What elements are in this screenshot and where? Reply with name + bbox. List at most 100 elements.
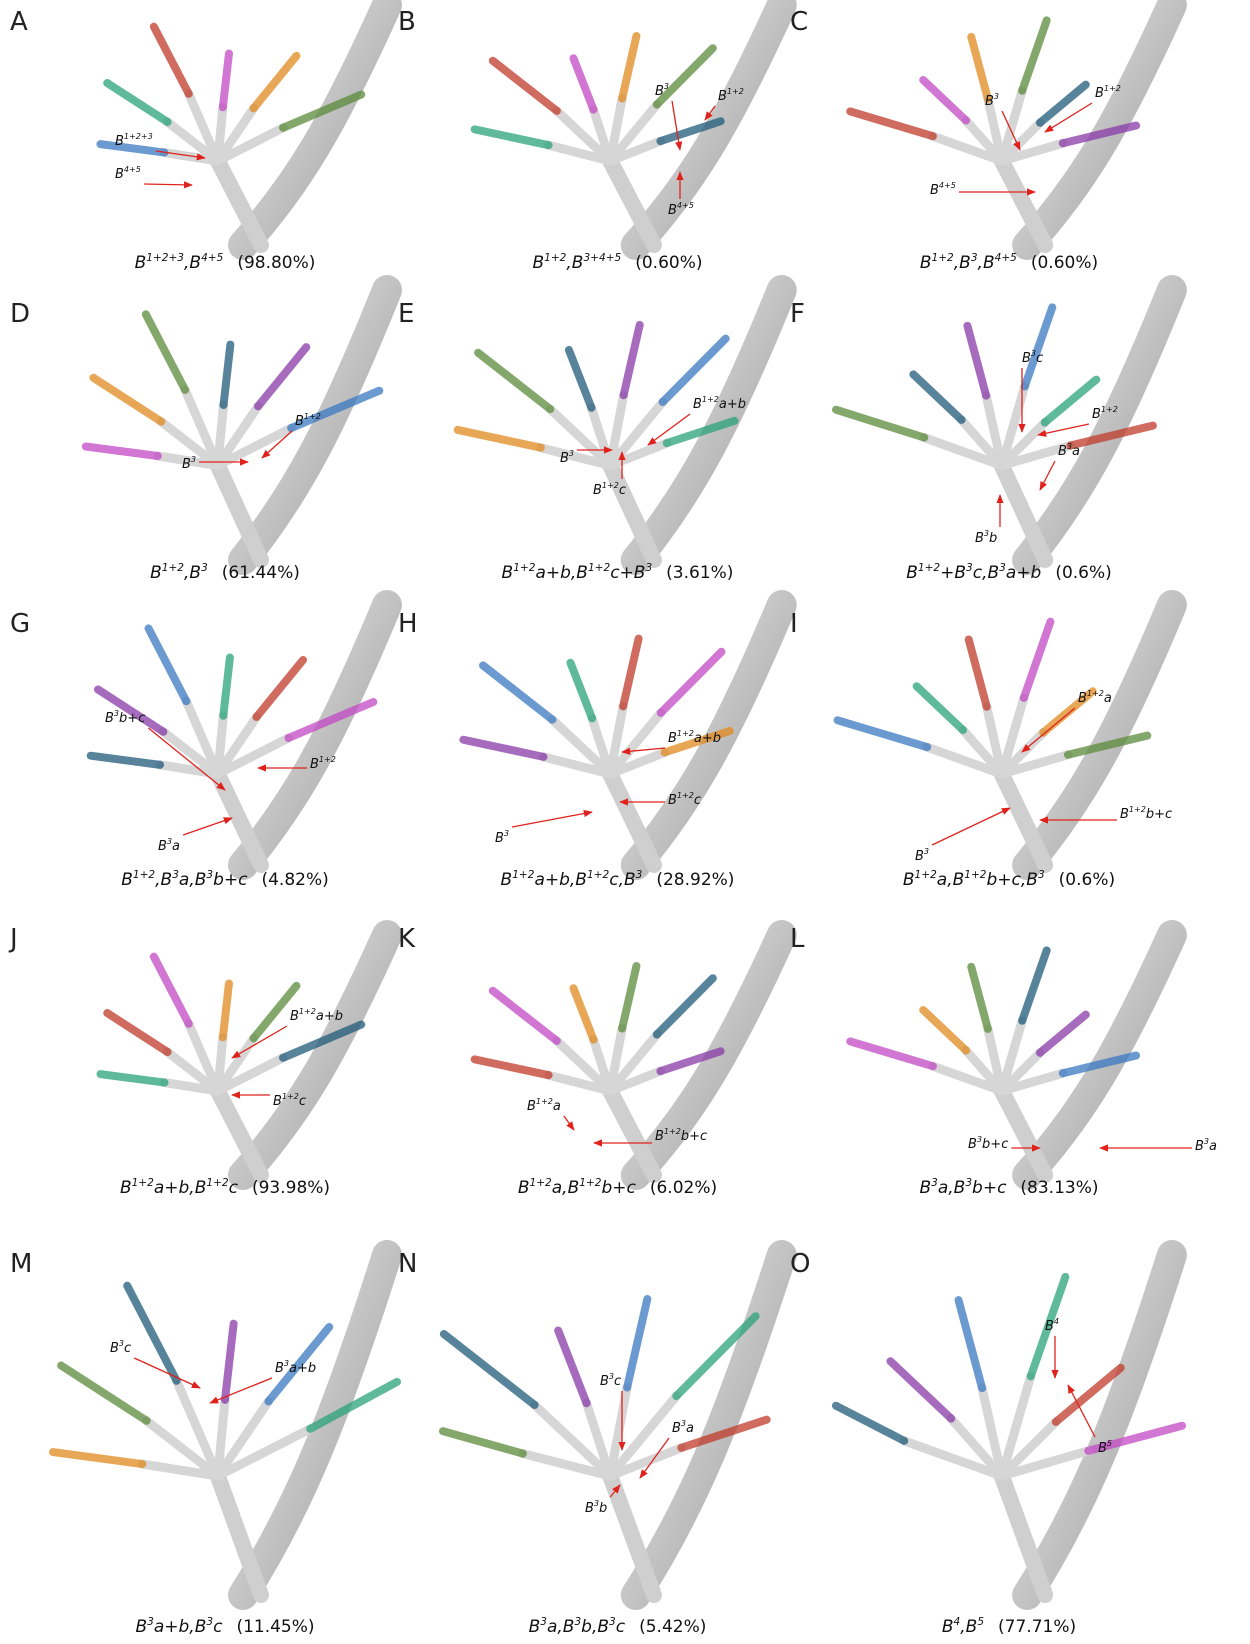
label-text: B (718, 89, 727, 104)
branch-label: B3 (560, 449, 574, 466)
branch-label: B4+5 (115, 165, 141, 182)
caption-text: ,B (184, 563, 201, 583)
percentage: (5.42%) (639, 1617, 706, 1637)
caption-text: c,B (609, 870, 635, 890)
airway-segment (850, 1041, 933, 1066)
panel (86, 290, 387, 560)
airway-trunk (636, 290, 782, 560)
caption-text: b+c (213, 870, 248, 890)
superscript: 1+2 (915, 869, 938, 881)
airway-segment (223, 53, 229, 107)
caption-text: c+B (610, 563, 645, 583)
caption-text: B (502, 563, 514, 583)
caption: B1+2a+b,B1+2c,B3(28.92%) (501, 869, 735, 890)
panel-letter: D (10, 299, 30, 329)
caption-text: a,B (552, 1178, 579, 1198)
caption-text: B (532, 253, 544, 273)
airway-segment (622, 966, 636, 1028)
label-text: B (275, 1361, 284, 1376)
panel-letter: G (10, 609, 30, 639)
superscript: 1+2 (512, 869, 535, 881)
caption-text: ,B (960, 1617, 977, 1637)
airway-segment (971, 967, 988, 1029)
superscript: 4+5 (201, 252, 224, 264)
airway-trunk (243, 5, 387, 245)
superscript: 1+2 (319, 755, 336, 764)
airway-segment (444, 1334, 535, 1405)
superscript: 1+2+3 (146, 252, 184, 264)
label-text: B (115, 134, 124, 149)
airway-segment (890, 1361, 951, 1418)
percentage: (0.6%) (1055, 563, 1111, 583)
panel (850, 935, 1172, 1175)
branch-label: B3b (975, 529, 997, 546)
caption-text: ,B (155, 870, 172, 890)
label-text: B (693, 397, 702, 412)
airway-segment (661, 652, 722, 713)
caption-text: b+c (601, 1178, 636, 1198)
superscript: 4 (954, 1616, 961, 1628)
label-text: B (110, 1341, 119, 1356)
caption-text: ,B (566, 253, 583, 273)
airway-segment (463, 740, 543, 757)
panel-letter: N (398, 1249, 417, 1279)
panel (443, 1255, 782, 1595)
branch-label: B3a (1195, 1137, 1217, 1154)
label-text: B (1092, 407, 1101, 422)
airway-segment (149, 628, 187, 701)
percentage: (11.45%) (236, 1617, 314, 1637)
label-text: a+b (719, 397, 746, 412)
airway-segment (1022, 950, 1047, 1020)
percentage: (93.98%) (252, 1178, 330, 1198)
label-text: c (124, 1341, 131, 1356)
airway-segment (154, 957, 189, 1024)
superscript: 1+2 (587, 869, 610, 881)
caption-text: a+b,B (154, 1617, 207, 1637)
airway-trunk (243, 605, 387, 865)
label-text: b+c (681, 1129, 707, 1144)
airway-segment (225, 1324, 234, 1400)
label-text: B (655, 1129, 664, 1144)
branch-label: B1+2a (527, 1097, 561, 1114)
panel (836, 290, 1172, 560)
percentage: (4.82%) (261, 870, 328, 890)
percentage: (83.13%) (1020, 1178, 1098, 1198)
caption-text: ,B (184, 253, 201, 273)
panel (458, 290, 782, 560)
airway-segment (838, 720, 928, 747)
superscript: 3 (201, 562, 208, 574)
caption: B1+2,B3(61.44%) (150, 562, 300, 583)
label-text: B (1098, 1441, 1107, 1456)
caption-text: b+c,B (987, 870, 1038, 890)
branch-label: B1+2c (593, 481, 626, 498)
airway-trunk (243, 290, 387, 560)
airway-segment (573, 58, 593, 109)
label-text: b (989, 531, 997, 546)
arrow (210, 1378, 272, 1403)
caption-text: B (501, 870, 513, 890)
airway-segment (107, 83, 167, 122)
caption: B3a+b,B3c(11.45%) (135, 1616, 314, 1637)
superscript: 1+2 (513, 562, 536, 574)
caption-text: B (518, 1178, 530, 1198)
caption: B4,B5(77.71%) (942, 1616, 1076, 1637)
panel-letter: J (8, 924, 18, 954)
superscript: 1+2 (677, 729, 694, 738)
airway-segment (86, 446, 158, 456)
branch-label: B3b+c (105, 709, 145, 726)
airway-segment (224, 345, 231, 405)
superscript: 1+2 (602, 481, 619, 490)
airway-segment (569, 350, 592, 408)
superscript: 3 (664, 82, 669, 91)
caption-text: B (919, 1178, 931, 1198)
caption-text: a,B (937, 870, 964, 890)
panel-letter: B (398, 7, 416, 37)
panel (838, 605, 1172, 865)
panel (475, 935, 782, 1175)
caption-text: B (529, 1617, 541, 1637)
airway-segment (254, 56, 297, 109)
panel-letter: E (398, 299, 414, 329)
superscript: 1+2 (579, 1177, 602, 1189)
label-text: a (1104, 691, 1112, 706)
caption: B1+2,B3,B4+5(0.60%) (920, 252, 1098, 273)
